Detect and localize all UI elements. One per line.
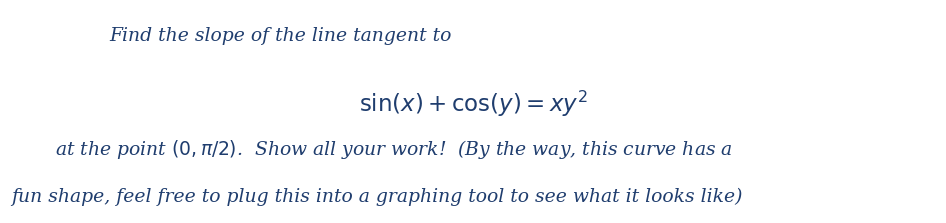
Text: Find the slope of the line tangent to: Find the slope of the line tangent to — [109, 27, 451, 45]
Text: $\sin(x) + \cos(y) = xy^2$: $\sin(x) + \cos(y) = xy^2$ — [359, 89, 587, 119]
Text: fun shape, feel free to plug this into a graphing tool to see what it looks like: fun shape, feel free to plug this into a… — [11, 187, 743, 206]
Text: at the point $(0, \pi/2)$.  Show all your work!  (By the way, this curve has a: at the point $(0, \pi/2)$. Show all your… — [55, 138, 732, 161]
